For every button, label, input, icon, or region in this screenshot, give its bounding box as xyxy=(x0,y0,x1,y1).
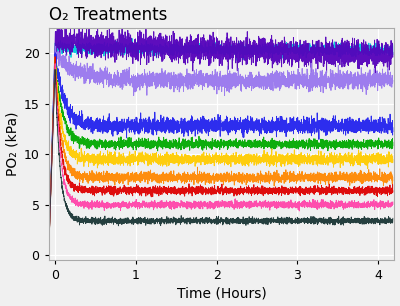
X-axis label: Time (Hours): Time (Hours) xyxy=(177,286,266,300)
Text: O₂ Treatments: O₂ Treatments xyxy=(49,6,167,24)
Y-axis label: PO₂ (kPa): PO₂ (kPa) xyxy=(6,112,20,176)
